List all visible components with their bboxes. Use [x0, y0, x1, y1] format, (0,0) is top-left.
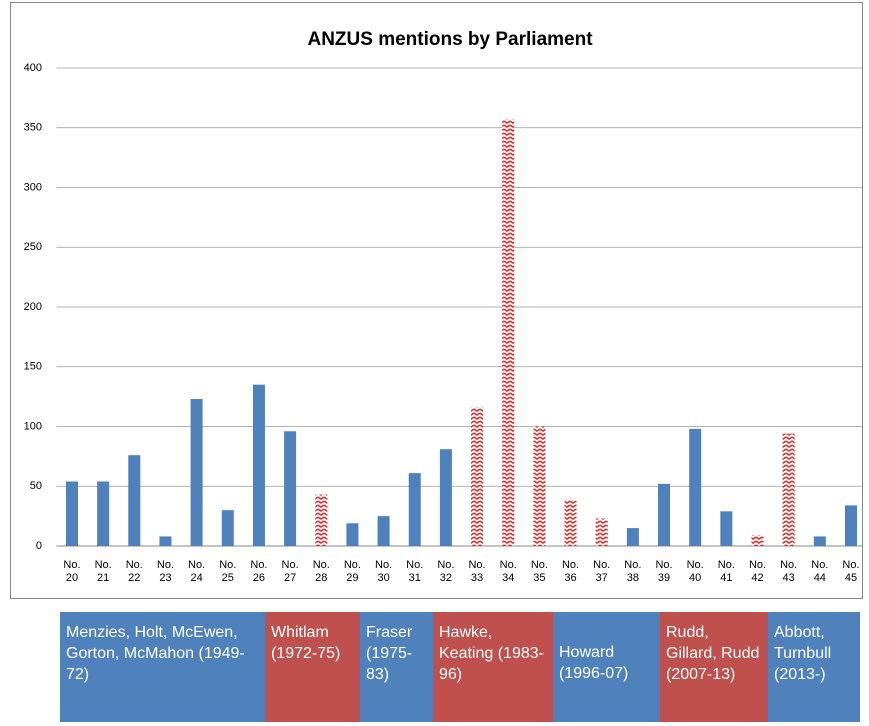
government-legend: Menzies, Holt, McEwen, Gorton, McMahon (… — [60, 612, 860, 722]
bar — [159, 536, 172, 546]
chart: ANZUS mentions by Parliament 0 50 100 150 20… — [10, 2, 863, 599]
x-tick-label: No. 37 — [593, 559, 611, 584]
x-tick-label: No. 22 — [125, 559, 143, 584]
bar — [128, 455, 141, 546]
x-tick-label: No. 24 — [188, 559, 206, 584]
bar — [689, 428, 702, 546]
x-tick-label: No. 20 — [63, 559, 81, 584]
y-tick-label: 250 — [24, 241, 42, 253]
y-tick-label: 350 — [24, 122, 42, 134]
x-tick-label: No. 33 — [468, 559, 486, 584]
bar — [221, 510, 234, 546]
bar — [377, 516, 390, 546]
x-tick-label: No. 27 — [281, 559, 299, 584]
y-tick-label: 300 — [24, 181, 42, 193]
bar — [97, 481, 110, 546]
x-tick-label: No. 42 — [748, 559, 767, 584]
bar — [408, 473, 421, 546]
x-tick-label: No. 35 — [530, 559, 548, 584]
bar — [346, 523, 359, 546]
x-tick-label: No. 39 — [655, 559, 673, 584]
x-tick-label: No. 31 — [406, 559, 424, 584]
bar — [658, 483, 671, 546]
y-tick-label: 150 — [24, 361, 42, 373]
bar — [190, 399, 203, 546]
x-tick-label: No. 41 — [717, 559, 735, 584]
government-box: Abbott, Turnbull (2013-) — [768, 612, 860, 722]
bar — [533, 426, 546, 546]
x-tick-label: No. 29 — [343, 559, 361, 584]
x-tick-label: No. 38 — [624, 559, 642, 584]
bar — [813, 536, 826, 546]
x-tick-label: No. 34 — [499, 559, 517, 584]
x-tick-label: No. 32 — [437, 559, 455, 584]
bar — [751, 535, 764, 546]
x-tick-label: No. 25 — [219, 559, 237, 584]
x-tick-label: No. 23 — [156, 559, 175, 584]
x-tick-label: No. 26 — [250, 559, 268, 584]
government-box: Howard (1996-07) — [553, 612, 660, 722]
y-tick-label: 100 — [24, 420, 42, 432]
x-tick-label: No. 36 — [561, 559, 580, 584]
x-tick-label: No. 40 — [686, 559, 704, 584]
bar — [720, 511, 733, 546]
bar — [284, 431, 297, 546]
bar — [844, 505, 857, 546]
chart-title: ANZUS mentions by Parliament — [307, 29, 593, 50]
bar — [502, 119, 515, 546]
bar — [439, 449, 452, 546]
bar — [782, 433, 795, 546]
bar — [595, 518, 608, 546]
y-tick-label: 400 — [24, 62, 42, 74]
bar — [65, 481, 78, 546]
bar — [471, 407, 484, 546]
x-tick-label: No. 28 — [312, 559, 330, 584]
x-tick-label: No. 21 — [94, 559, 112, 584]
government-box: Rudd, Gillard, Rudd (2007-13) — [660, 612, 768, 722]
bar — [252, 384, 265, 546]
government-box: Fraser (1975-83) — [360, 612, 433, 722]
x-tick-label: No. 43 — [780, 559, 798, 584]
x-tick-label: No. 44 — [811, 559, 829, 584]
chart-border — [10, 2, 863, 599]
y-tick-label: 0 — [36, 540, 42, 552]
government-box: Whitlam (1972-75) — [265, 612, 360, 722]
government-box: Menzies, Holt, McEwen, Gorton, McMahon (… — [60, 612, 265, 722]
x-tick-label: No. 45 — [842, 559, 860, 584]
bar — [564, 500, 577, 546]
bar — [626, 528, 639, 546]
y-tick-label: 50 — [30, 480, 42, 492]
government-box: Hawke, Keating (1983-96) — [433, 612, 553, 722]
bar — [315, 494, 328, 546]
y-tick-label: 200 — [24, 301, 42, 313]
x-tick-label: No. 30 — [375, 559, 393, 584]
